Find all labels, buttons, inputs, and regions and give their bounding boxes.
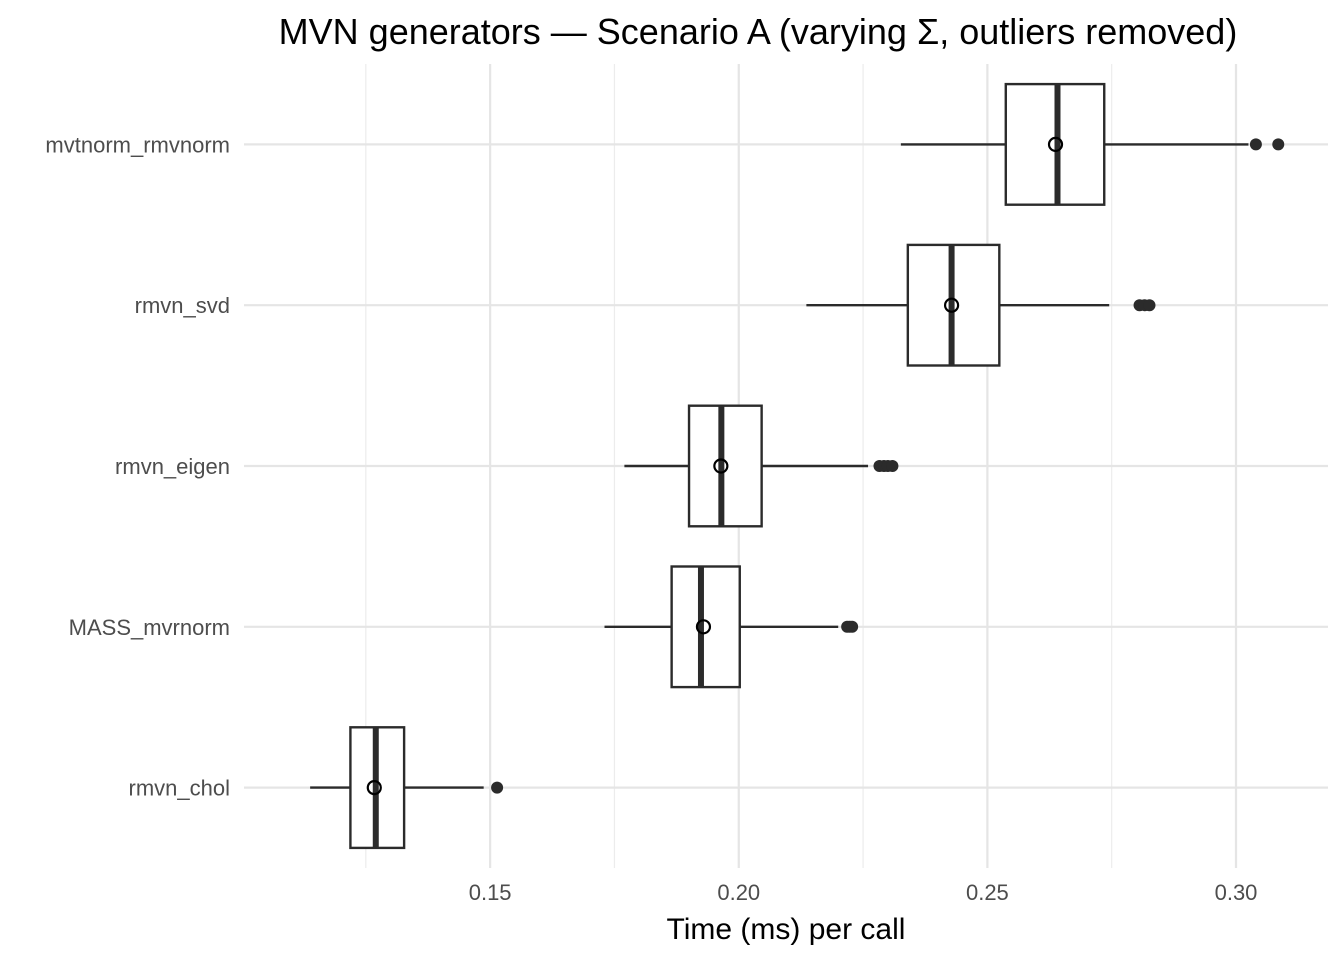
iqr-box xyxy=(670,565,741,689)
x-tick-label: 0.15 xyxy=(469,880,512,905)
x-axis-tick-labels: 0.15 0.20 0.25 0.30 xyxy=(469,880,1258,905)
x-tick-label: 0.25 xyxy=(966,880,1009,905)
outlier-point xyxy=(846,620,859,633)
x-axis-title: Time (ms) per call xyxy=(667,913,906,946)
outlier-point xyxy=(491,781,504,794)
x-tick-label: 0.30 xyxy=(1215,880,1258,905)
outlier-point xyxy=(1143,299,1156,312)
outlier-point xyxy=(1272,138,1285,151)
box-group-mass-mvrnorm xyxy=(604,565,859,689)
box-group-mvtnorm-rmvnorm xyxy=(900,82,1285,206)
mean-marker xyxy=(713,458,729,474)
iqr-box xyxy=(687,404,763,528)
y-tick-label: MASS_mvrnorm xyxy=(69,615,230,640)
mean-marker xyxy=(943,297,960,313)
y-axis-tick-labels: rmvn_chol MASS_mvrnorm rmvn_eigen rmvn_svd m… xyxy=(45,132,230,800)
mean-marker xyxy=(695,619,712,635)
y-tick-label: rmvn_eigen xyxy=(115,454,230,479)
outlier-point xyxy=(886,460,899,472)
x-tick-label: 0.20 xyxy=(717,880,760,905)
box-group-rmvn-eigen xyxy=(624,404,899,528)
boxes-layer xyxy=(310,82,1285,850)
mean-marker xyxy=(366,779,382,796)
y-tick-label: mvtnorm_rmvnorm xyxy=(45,132,230,157)
y-tick-label: rmvn_svd xyxy=(135,293,230,318)
y-tick-label: rmvn_chol xyxy=(129,776,230,801)
box-group-rmvn-chol xyxy=(310,726,504,850)
chart-title: MVN generators — Scenario A (varying Σ, … xyxy=(279,11,1238,52)
outlier-point xyxy=(1249,138,1262,151)
box-group-rmvn-svd xyxy=(806,243,1156,367)
mean-marker xyxy=(1047,136,1064,152)
